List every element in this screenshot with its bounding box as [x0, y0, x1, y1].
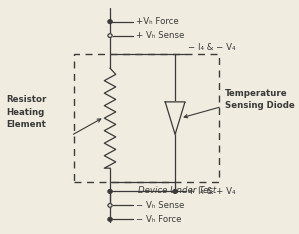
Text: − Vₕ Force: − Vₕ Force: [136, 215, 181, 224]
Text: + I₄ & + V₄: + I₄ & + V₄: [188, 187, 236, 196]
Text: +Vₕ Force: +Vₕ Force: [136, 17, 179, 26]
Circle shape: [108, 217, 112, 221]
Text: + Vₕ Sense: + Vₕ Sense: [136, 31, 184, 40]
Bar: [74, 54, 219, 182]
Text: Resistor
Heating
Element: Resistor Heating Element: [6, 95, 46, 129]
Circle shape: [108, 204, 112, 207]
Circle shape: [108, 20, 112, 23]
Text: − I₄ & − V₄: − I₄ & − V₄: [188, 43, 236, 52]
Polygon shape: [165, 102, 185, 135]
Circle shape: [108, 190, 112, 193]
Text: Device Under Test: Device Under Test: [138, 186, 217, 195]
Text: Temperature
Sensing Diode: Temperature Sensing Diode: [225, 89, 294, 110]
Circle shape: [173, 190, 177, 193]
Circle shape: [108, 34, 112, 37]
Text: − Vₕ Sense: − Vₕ Sense: [136, 201, 184, 210]
